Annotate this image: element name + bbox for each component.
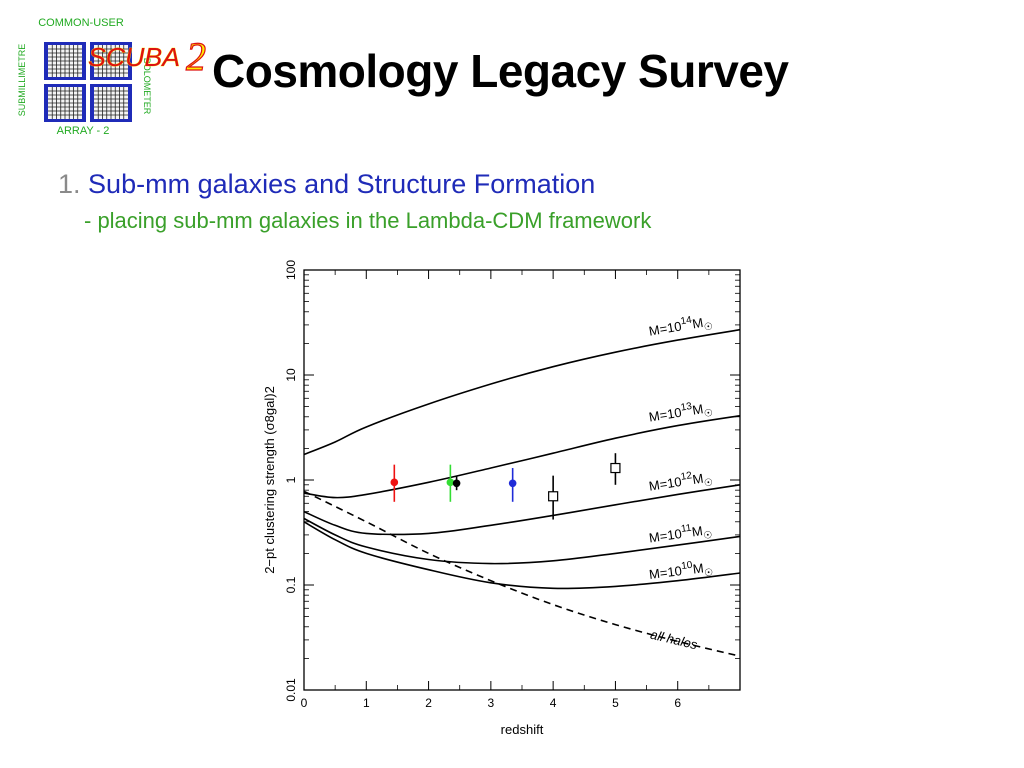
x-tick-label: 1	[363, 696, 370, 710]
data-point	[446, 478, 455, 487]
series-line	[303, 521, 741, 590]
logo-name: SCUBA	[88, 42, 180, 72]
scuba2-logo: COMMON-USER SUBMILLIMETRE BOLOMETER ARRA…	[17, 17, 207, 137]
y-tick-label: 0.1	[284, 576, 298, 593]
logo-right-text: BOLOMETER	[142, 58, 152, 115]
sub-bullet-text: - placing sub-mm galaxies in the Lambda-…	[84, 208, 652, 233]
logo-numeral: 2	[186, 34, 206, 79]
detector-array-icon	[44, 42, 132, 122]
data-point	[390, 478, 399, 487]
y-tick-label: 1	[284, 476, 298, 483]
bullet-point-1: 1. Sub-mm galaxies and Structure Formati…	[58, 169, 595, 200]
series-label: M=1010M☉	[648, 557, 714, 586]
y-tick-label: 100	[284, 260, 298, 280]
slide-title: Cosmology Legacy Survey	[212, 45, 789, 97]
bullet-number: 1.	[58, 169, 81, 199]
series-line	[303, 484, 741, 536]
series-label: M=1012M☉	[648, 467, 714, 497]
series-line	[303, 328, 741, 456]
data-point	[452, 479, 461, 488]
logo-bottom-text: ARRAY - 2	[57, 125, 110, 137]
series-line	[303, 490, 741, 657]
bullet-text: Sub-mm galaxies and Structure Formation	[88, 169, 596, 199]
x-tick-label: 0	[301, 696, 308, 710]
y-axis-label: 2−pt clustering strength (σ8gal)2	[262, 386, 277, 574]
clustering-strength-chart: 0 1 2 3 4 5 6 0.01 0.1 1 10 100 redshift 2−pt cluster…	[262, 260, 741, 737]
data-point	[548, 491, 559, 502]
x-tick-label: 4	[550, 696, 557, 710]
x-tick-label: 6	[674, 696, 681, 710]
x-tick-label: 5	[612, 696, 619, 710]
x-axis-label: redshift	[501, 722, 544, 737]
series-label: M=1011M☉	[648, 520, 713, 549]
logo-left-text: SUBMILLIMETRE	[17, 44, 27, 117]
y-tick-label: 0.01	[284, 678, 298, 702]
y-tick-label: 10	[284, 368, 298, 382]
x-tick-label: 3	[488, 696, 495, 710]
series-line	[303, 414, 741, 499]
series-label: M=1013M☉	[647, 398, 713, 429]
series-label: all halos	[649, 627, 699, 653]
data-point	[508, 479, 517, 488]
logo-top-text: COMMON-USER	[38, 17, 124, 29]
x-tick-label: 2	[425, 696, 432, 710]
series-line	[303, 517, 741, 565]
series-label: M=1014M☉	[647, 311, 713, 342]
data-point	[610, 462, 621, 474]
